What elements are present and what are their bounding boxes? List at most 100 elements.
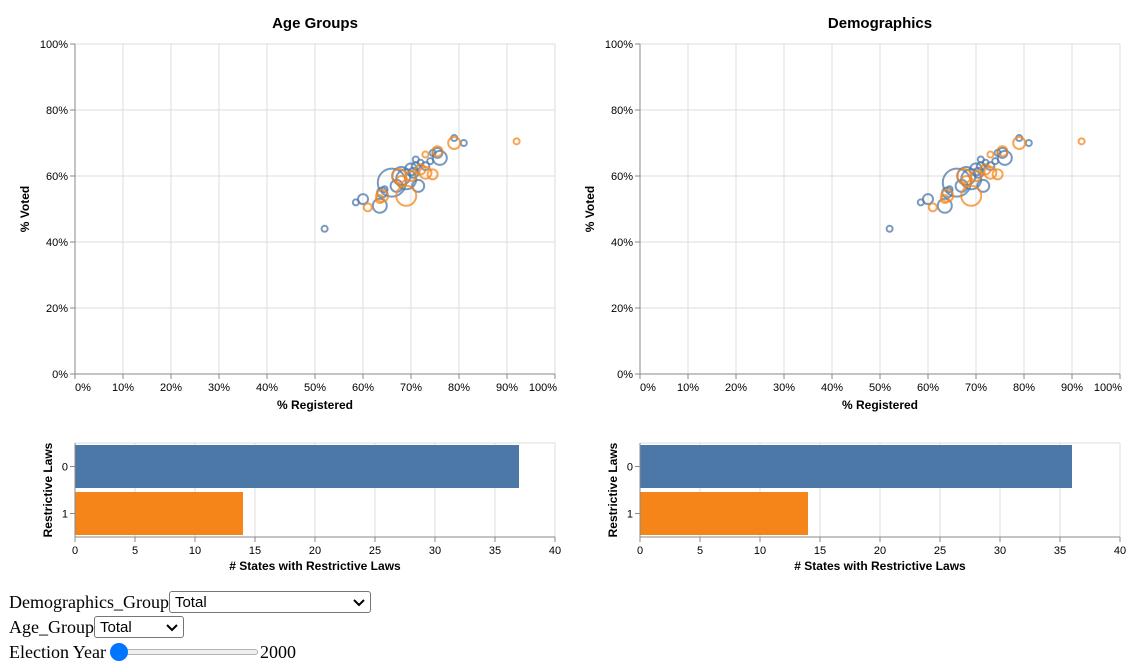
x-tick-label: 35 [489, 545, 501, 557]
scatter-point [1012, 136, 1027, 150]
x-axis-label: # States with Restrictive Laws [794, 559, 966, 573]
scatter-point [939, 194, 950, 205]
x-tick-label: 10 [189, 545, 201, 557]
x-tick-label: 100% [1094, 382, 1122, 394]
scatter-point [1024, 139, 1033, 147]
x-tick-label: 0 [72, 545, 78, 557]
scatter-point [320, 224, 329, 233]
x-tick-label: 20% [160, 382, 182, 394]
x-tick-label: 40% [821, 382, 843, 394]
y-axis-label: Restrictive Laws [606, 442, 620, 537]
y-tick-label: 20% [611, 303, 633, 315]
scatter-point [996, 145, 1009, 158]
chart-title: Age Groups [272, 15, 358, 32]
x-tick-label: 10 [754, 545, 766, 557]
x-axis-label: # States with Restrictive Laws [229, 559, 401, 573]
demographics-group-value: Total [174, 593, 207, 611]
x-axis-label: % Registered [277, 398, 353, 412]
x-tick-label: 20 [309, 545, 321, 557]
y-tick-label: 60% [46, 171, 68, 183]
scatter-point [357, 193, 369, 206]
age-group-value: Total [99, 618, 132, 636]
x-tick-label: 50% [304, 382, 326, 394]
scatter-point [395, 184, 418, 207]
x-tick-label: 70% [965, 382, 987, 394]
age-control: Age_Group Total [9, 615, 371, 639]
y-tick-label: 1 [627, 509, 633, 521]
y-tick-label: 40% [46, 237, 68, 249]
x-tick-label: 25 [934, 545, 946, 557]
slider-track [109, 649, 258, 655]
bar [75, 492, 243, 535]
chevron-down-icon [166, 624, 178, 632]
scatter-point [936, 197, 953, 214]
y-axis-label: Restrictive Laws [41, 442, 55, 537]
y-tick-label: 100% [605, 39, 633, 51]
x-tick-label: 40% [256, 382, 278, 394]
x-tick-label: 40 [1114, 545, 1126, 557]
scatter-point [983, 165, 998, 180]
chart-title: Demographics [828, 15, 932, 32]
scatter-point [976, 178, 991, 193]
scatter-point [940, 188, 955, 203]
y-axis-label: % Voted [583, 186, 597, 232]
slider-thumb[interactable] [109, 643, 128, 661]
y-tick-label: 60% [611, 171, 633, 183]
x-tick-label: 80% [448, 382, 470, 394]
scatter-point [411, 178, 426, 193]
demographics-group-label: Demographics_Group [9, 591, 169, 612]
x-tick-label: 30% [773, 382, 795, 394]
x-tick-label: 35 [1054, 545, 1066, 557]
scatter-point [960, 184, 983, 207]
election-year-label: Election Year [9, 641, 106, 662]
scatter-point [421, 150, 430, 159]
y-tick-label: 0% [617, 369, 633, 381]
x-tick-label: 30% [208, 382, 230, 394]
election-year-slider[interactable] [109, 642, 258, 662]
scatter-point [362, 202, 373, 213]
x-tick-label: 10% [677, 382, 699, 394]
x-tick-label: 25 [369, 545, 381, 557]
scatter-plot: Age Groups 0% 10% 20% 30% 40% 50% 60% 70% 80% 90% 1… [18, 15, 557, 412]
x-tick-label: 20% [725, 382, 747, 394]
x-tick-label: 0% [75, 382, 91, 394]
x-tick-label: 5 [132, 545, 138, 557]
scatter-point [996, 149, 1013, 166]
scatter-point [927, 202, 938, 213]
y-tick-label: 40% [611, 237, 633, 249]
controls-panel: Demographics_Group Total Age_Group Total… [9, 590, 371, 665]
demographics-group-select[interactable]: Total [168, 591, 371, 613]
year-control: Election Year 2000 [9, 640, 371, 664]
scatter-point [970, 170, 982, 182]
scatter-point [1077, 137, 1086, 146]
y-tick-label: 0% [52, 369, 68, 381]
x-tick-label: 10% [112, 382, 134, 394]
scatter-point [447, 136, 462, 150]
scatter-point [885, 224, 894, 233]
x-tick-label: 5 [697, 545, 703, 557]
x-tick-label: 0 [637, 545, 643, 557]
scatter-point [986, 150, 995, 159]
scatter-point [371, 197, 388, 214]
scatter-point [922, 193, 934, 206]
scatter-point [991, 168, 1004, 181]
bar-chart: 010 5 10 15 20 25 30 35 40# States with Restrict… [606, 442, 1126, 573]
y-axis-label: % Voted [18, 186, 32, 232]
y-tick-label: 20% [46, 303, 68, 315]
scatter-point [426, 168, 439, 181]
scatter-point [418, 165, 433, 180]
y-tick-label: 80% [611, 105, 633, 117]
demographics-control: Demographics_Group Total [9, 590, 371, 614]
scatter-point [431, 149, 448, 166]
x-tick-label: 50% [869, 382, 891, 394]
y-tick-label: 80% [46, 105, 68, 117]
age-group-select[interactable]: Total [93, 616, 184, 638]
y-tick-label: 1 [62, 509, 68, 521]
x-tick-label: 60% [917, 382, 939, 394]
x-axis-label: % Registered [842, 398, 918, 412]
x-tick-label: 60% [352, 382, 374, 394]
bar [640, 445, 1072, 488]
scatter-plot: Demographics 0% 10% 20% 30% 40% 50% 60% 70% 80% 90… [583, 15, 1122, 412]
y-tick-label: 100% [40, 39, 68, 51]
